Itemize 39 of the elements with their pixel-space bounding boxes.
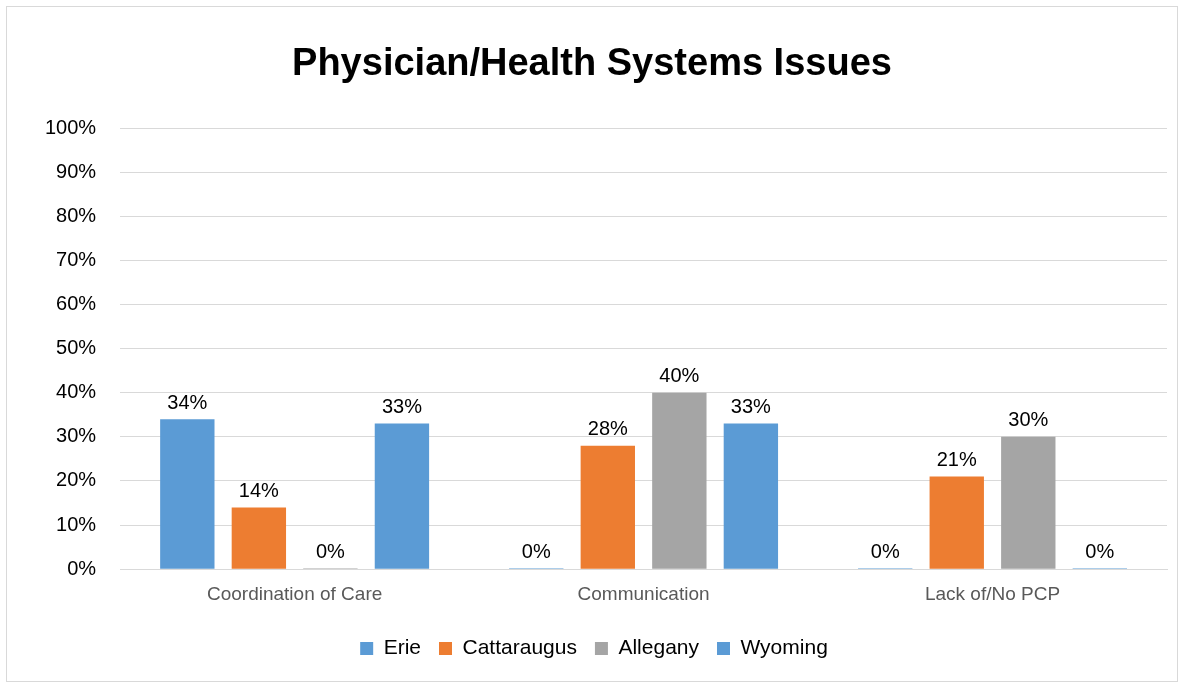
x-tick-label: Communication [577,582,710,604]
data-label: 0% [1085,539,1115,562]
y-tick-label: 10% [56,512,97,535]
legend-label: Wyoming [740,635,828,659]
legend-label: Cattaraugus [462,635,577,659]
y-tick-label: 30% [56,424,97,447]
y-tick-label: 100% [45,115,97,138]
y-tick-label: 50% [56,336,97,359]
y-tick-label: 90% [56,159,97,182]
data-label: 28% [587,417,629,440]
bar [929,476,984,569]
bar [1001,436,1056,569]
y-tick-label: 40% [56,380,97,403]
legend-label: Allegany [618,635,700,659]
y-tick-label: 0% [67,556,97,579]
data-label: 14% [238,478,280,501]
y-tick-label: 60% [56,292,97,314]
bar [723,423,779,569]
bar [374,423,430,569]
data-label: 0% [870,539,900,562]
bar [652,392,707,569]
data-label: 0% [315,539,346,562]
bar [580,445,635,569]
y-tick-label: 20% [56,468,97,491]
bar [160,419,215,569]
data-label: 33% [381,395,423,418]
x-tick-label: Coordination of Care [206,582,383,604]
data-label: 33% [730,395,772,418]
bar [231,507,287,569]
data-label: 30% [1008,408,1049,431]
y-tick-label: 80% [56,203,97,226]
data-label: 34% [167,390,208,413]
chart-title: Physician/Health Systems Issues [291,41,893,84]
data-label: 0% [521,539,551,562]
x-tick-label: Lack of/No PCP [924,582,1061,604]
y-tick-label: 70% [56,247,97,270]
legend-label: Erie [383,635,422,659]
data-label: 21% [936,448,977,471]
data-label: 40% [659,364,700,387]
